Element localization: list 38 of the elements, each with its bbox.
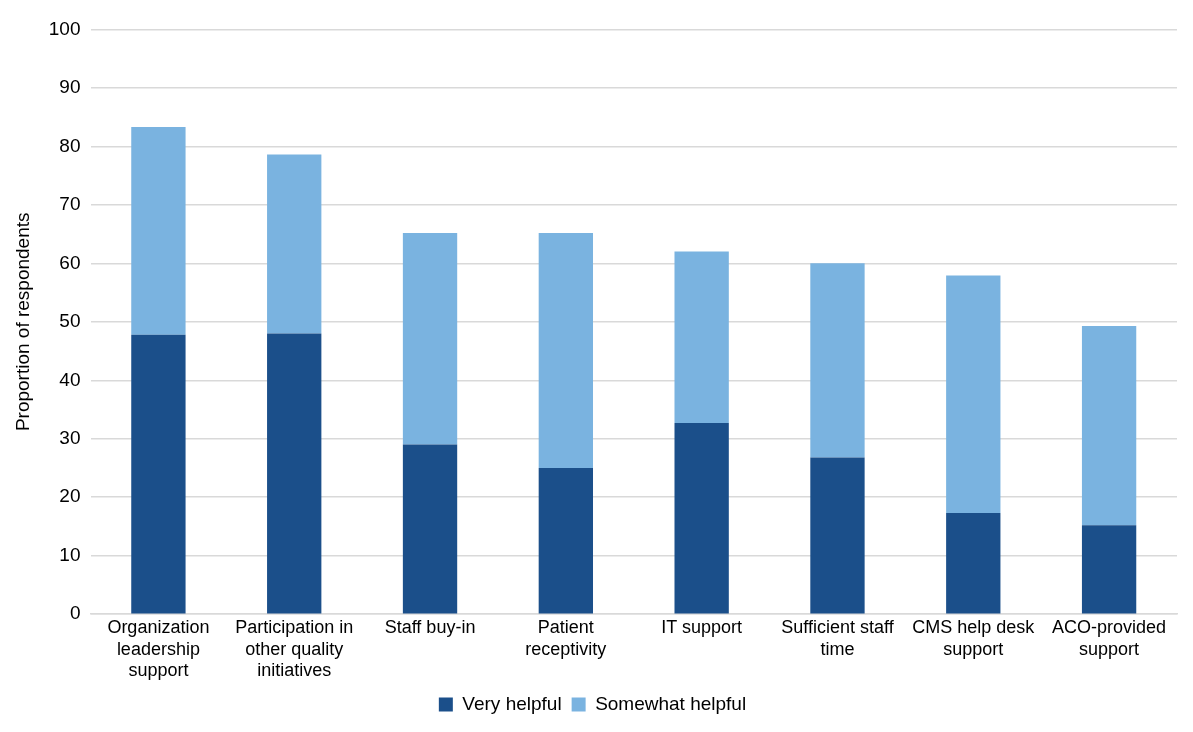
bar: [402, 444, 458, 614]
x-tick-label: Organization leadership support: [107, 616, 210, 681]
y-tick-label: 0: [69, 602, 81, 624]
bar: [402, 232, 458, 445]
y-tick-label: 30: [59, 426, 81, 448]
bar: [267, 154, 322, 334]
x-tick-label: Sufficient staff time: [781, 616, 895, 659]
y-tick-label: 100: [48, 17, 81, 39]
legend-label: Somewhat helpful: [595, 692, 747, 714]
bar: [131, 334, 186, 614]
y-tick-label: 90: [59, 76, 81, 98]
x-tick-label: ACO-provided support: [1052, 616, 1167, 659]
bar: [1081, 325, 1137, 526]
x-tick-label: Staff buy-in: [384, 616, 476, 637]
bar: [810, 263, 865, 458]
bar: [810, 457, 865, 614]
y-tick-label: 60: [59, 251, 81, 273]
x-tick-label: Patient receptivity: [525, 616, 607, 659]
legend-label: Very helpful: [462, 692, 562, 714]
x-tick-label: IT support: [661, 616, 743, 637]
bar: [674, 422, 729, 614]
x-tick-label: CMS help desk support: [912, 616, 1036, 659]
y-tick-label: 80: [59, 134, 81, 156]
y-tick-label: 70: [59, 193, 81, 215]
bar: [946, 275, 1001, 514]
bar: [538, 468, 594, 614]
y-axis-title: Proportion of respondents: [11, 212, 33, 432]
bar: [1081, 525, 1137, 614]
y-tick-label: 40: [59, 368, 81, 390]
bar: [131, 127, 186, 335]
bar: [674, 251, 729, 423]
y-tick-label: 50: [59, 310, 81, 332]
y-tick-label: 20: [59, 485, 81, 507]
bar: [267, 333, 322, 614]
bar: [538, 232, 594, 468]
bar: [946, 513, 1001, 614]
y-tick-label: 10: [59, 543, 81, 565]
x-tick-label: Participation in other quality initiatives: [235, 616, 354, 681]
